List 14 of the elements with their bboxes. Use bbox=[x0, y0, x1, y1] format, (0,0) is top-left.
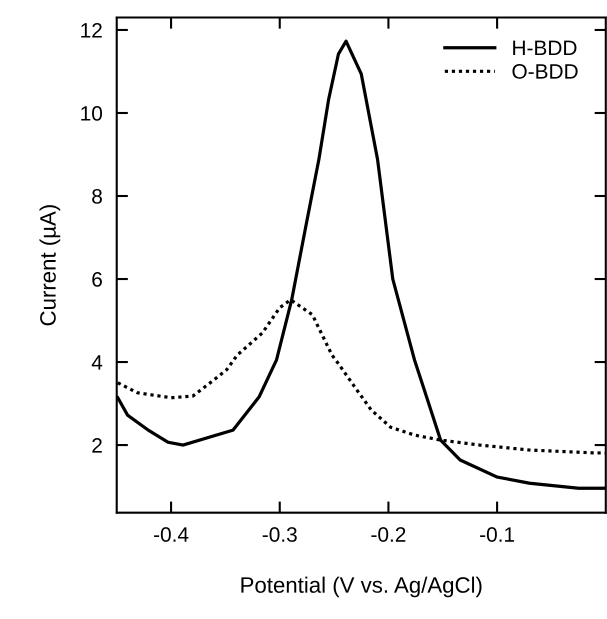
y-tick-label: 2 bbox=[92, 438, 102, 453]
y-tick-label: 12 bbox=[81, 22, 102, 38]
y-tick-label: 4 bbox=[92, 355, 102, 370]
x-tick-label: -0.1 bbox=[480, 527, 514, 542]
y-tick-label: 6 bbox=[92, 272, 102, 287]
x-axis-title: Potential (V vs. Ag/AgCl) bbox=[241, 576, 482, 598]
y-tick-label: 8 bbox=[92, 189, 102, 204]
y-axis-title: Current (µA) bbox=[40, 205, 60, 326]
x-tick-label: -0.2 bbox=[371, 527, 406, 542]
legend-label: H-BDD bbox=[513, 40, 576, 56]
x-tick-label: -0.4 bbox=[154, 527, 188, 542]
y-tick-label: 10 bbox=[81, 106, 102, 121]
legend-label: O-BDD bbox=[512, 64, 578, 79]
x-tick-label: -0.3 bbox=[262, 527, 297, 542]
